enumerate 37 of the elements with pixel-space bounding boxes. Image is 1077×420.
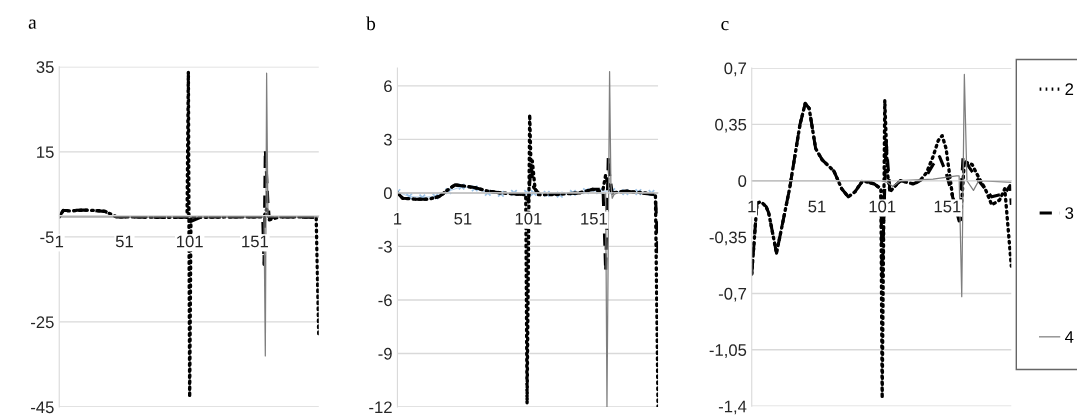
x-tick-label: 1 [748,200,756,213]
chart-title: a [28,19,37,29]
x-tick-label: 51 [454,212,472,225]
y-tick-label: -45 [31,401,54,414]
y-tick-label: 0,7 [724,62,747,77]
chart-title: c [721,20,729,31]
y-tick-label: -12 [369,401,392,414]
y-tick-label: 3 [383,133,392,146]
y-tick-label: 15 [37,146,54,159]
y-tick-label: -3 [378,240,392,253]
x-tick-label: 101 [869,200,896,213]
y-tick-label: -5 [40,231,54,244]
y-tick-label: -0,7 [718,287,747,302]
y-tick-label: -25 [31,316,54,329]
x-tick-label: 51 [808,200,826,213]
x-tick-label: 151 [934,200,961,213]
legend-label: 3 [1065,207,1074,219]
y-tick-label: -0,35 [709,231,747,246]
chart-title: b [366,16,376,31]
x-tick-label: 101 [515,212,542,225]
legend-label: 2 [1065,83,1074,95]
x-tick-label: 151 [242,235,268,248]
x-tick-label: 101 [177,235,203,248]
y-tick-label: -9 [378,347,392,360]
y-tick-label: -1,05 [709,344,747,358]
y-tick-label: 0 [738,175,747,187]
x-tick-label: 1 [394,212,402,225]
y-tick-label: 0 [383,187,392,200]
y-tick-label: -6 [378,294,392,307]
x-tick-label: 1 [55,235,64,248]
x-tick-label: 151 [581,212,607,225]
y-tick-label: 35 [36,61,54,73]
y-tick-label: 0,35 [715,118,747,133]
y-tick-label: -1,4 [718,400,747,415]
x-tick-label: 51 [115,235,133,248]
y-tick-label: 6 [384,80,392,93]
legend-label: 4 [1065,331,1074,343]
